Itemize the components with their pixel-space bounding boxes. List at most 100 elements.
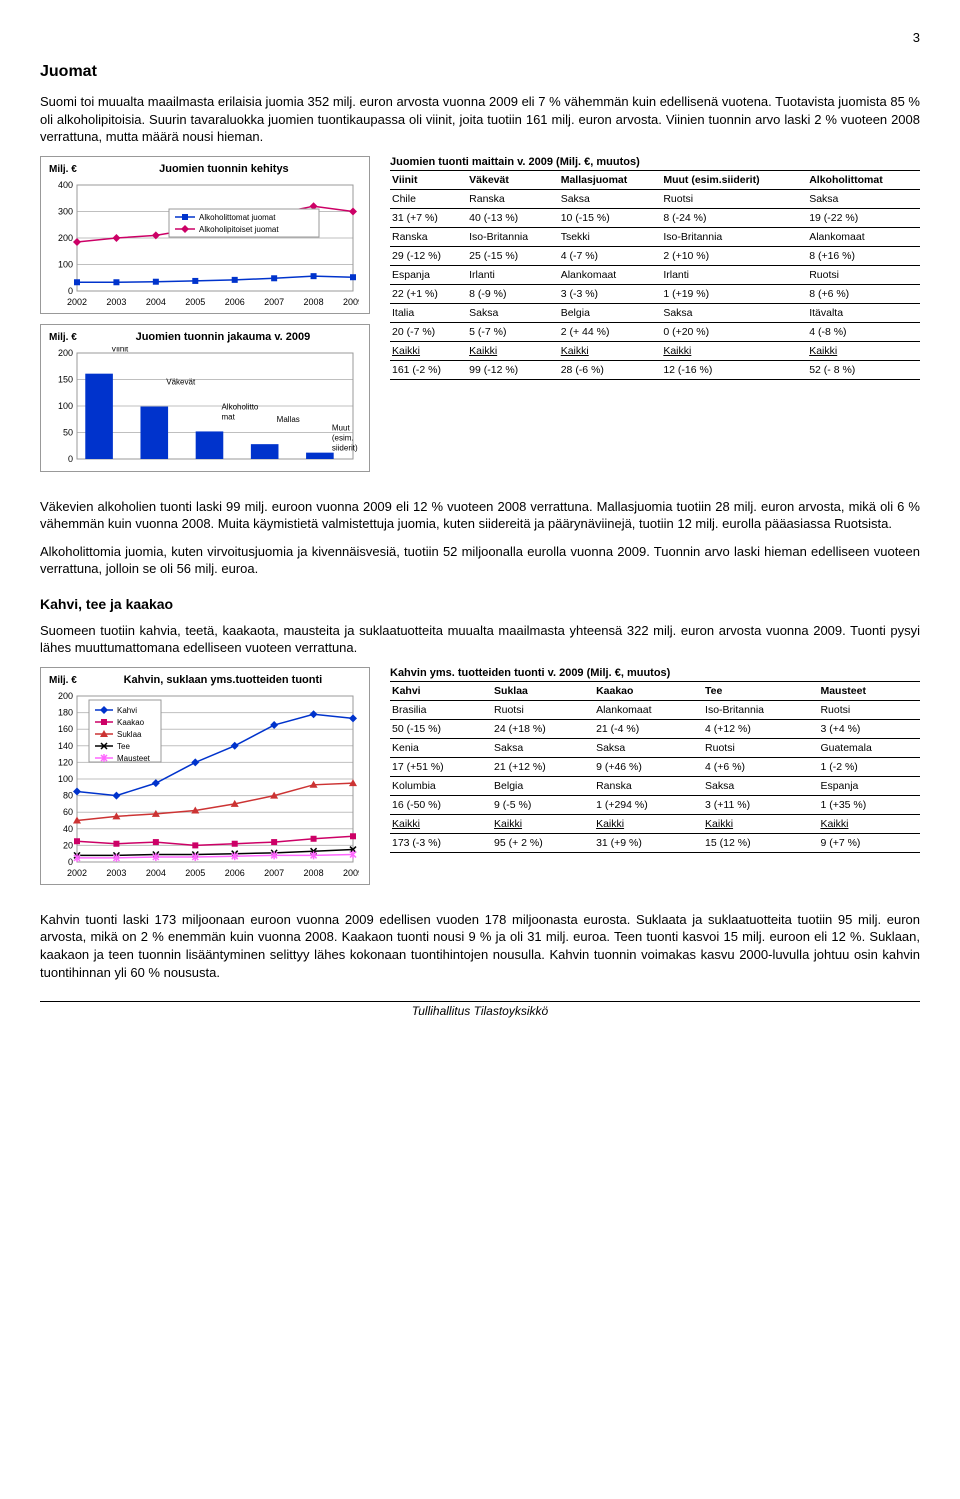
table-cell: Saksa [703, 776, 818, 795]
table-cell: 4 (+6 %) [703, 757, 818, 776]
section1-p2: Väkevien alkoholien tuonti laski 99 milj… [40, 498, 920, 533]
svg-text:2005: 2005 [185, 297, 205, 307]
svg-text:200: 200 [58, 233, 73, 243]
table-cell: 0 (+20 %) [661, 322, 807, 341]
svg-text:20: 20 [63, 840, 73, 850]
svg-text:2008: 2008 [304, 868, 324, 878]
svg-text:200: 200 [58, 691, 73, 701]
table-cell: 9 (+46 %) [594, 757, 703, 776]
chart-juomien-kehitys: Milj. € Juomien tuonnin kehitys 01002003… [40, 156, 370, 314]
table-cell: 15 (12 %) [703, 833, 818, 852]
table-cell: Italia [390, 303, 467, 322]
section1-heading: Juomat [40, 63, 920, 81]
table-cell: 25 (-15 %) [467, 246, 559, 265]
table-cell: Alankomaat [594, 700, 703, 719]
table-cell: 2 (+10 %) [661, 246, 807, 265]
section2-p1: Suomeen tuotiin kahvia, teetä, kaakaota,… [40, 622, 920, 657]
table-cell: Kaikki [818, 814, 920, 833]
table-header: Kahvi [390, 681, 492, 700]
table-header: Kaakao [594, 681, 703, 700]
table-cell: 24 (+18 %) [492, 719, 594, 738]
table-cell: Ruotsi [661, 189, 807, 208]
svg-text:2008: 2008 [304, 297, 324, 307]
chart2-title: Juomien tuonnin jakauma v. 2009 [85, 331, 361, 343]
table-cell: Guatemala [818, 738, 920, 757]
table-cell: Alankomaat [807, 227, 920, 246]
svg-text:300: 300 [58, 206, 73, 216]
table-cell: 4 (-8 %) [807, 322, 920, 341]
table-cell: 16 (-50 %) [390, 795, 492, 814]
table-header: Viinit [390, 170, 467, 189]
chart-juomien-jakauma: Milj. € Juomien tuonnin jakauma v. 2009 … [40, 324, 370, 472]
svg-text:2004: 2004 [146, 868, 166, 878]
svg-text:180: 180 [58, 708, 73, 718]
table-cell: 9 (-5 %) [492, 795, 594, 814]
table-cell: Ruotsi [807, 265, 920, 284]
table-cell: 21 (+12 %) [492, 757, 594, 776]
table-cell: 1 (+19 %) [661, 284, 807, 303]
table-cell: Ruotsi [703, 738, 818, 757]
chart3-ylabel: Milj. € [49, 675, 77, 686]
table-cell: Ranska [390, 227, 467, 246]
svg-text:Kahvi: Kahvi [117, 706, 137, 715]
table-cell: 12 (-16 %) [661, 360, 807, 379]
svg-text:2003: 2003 [106, 297, 126, 307]
svg-text:100: 100 [58, 259, 73, 269]
svg-text:0: 0 [68, 286, 73, 296]
table-cell: Iso-Britannia [661, 227, 807, 246]
table-cell: 31 (+9 %) [594, 833, 703, 852]
table-cell: 3 (+4 %) [818, 719, 920, 738]
table-cell: Ranska [467, 189, 559, 208]
table-cell: 95 (+ 2 %) [492, 833, 594, 852]
svg-text:2002: 2002 [67, 868, 87, 878]
table-juomat: ViinitVäkevätMallasjuomatMuut (esim.siid… [390, 170, 920, 380]
table-header: Mausteet [818, 681, 920, 700]
svg-text:140: 140 [58, 741, 73, 751]
svg-text:2004: 2004 [146, 297, 166, 307]
svg-text:200: 200 [58, 348, 73, 358]
svg-text:0: 0 [68, 454, 73, 464]
svg-text:100: 100 [58, 774, 73, 784]
svg-text:Mausteet: Mausteet [117, 754, 151, 763]
table-cell: Irlanti [661, 265, 807, 284]
table2-title: Kahvin yms. tuotteiden tuonti v. 2009 (M… [390, 667, 920, 679]
table-cell: Kaikki [807, 341, 920, 360]
svg-text:60: 60 [63, 807, 73, 817]
svg-text:120: 120 [58, 757, 73, 767]
svg-text:Viinit: Viinit [111, 347, 129, 354]
table-cell: Espanja [818, 776, 920, 795]
table-cell: 2 (+ 44 %) [559, 322, 662, 341]
table-cell: 9 (+7 %) [818, 833, 920, 852]
table-cell: 20 (-7 %) [390, 322, 467, 341]
table-cell: 173 (-3 %) [390, 833, 492, 852]
table-cell: 17 (+51 %) [390, 757, 492, 776]
table-cell: Irlanti [467, 265, 559, 284]
svg-text:Alkoholitto: Alkoholitto [221, 402, 258, 411]
svg-text:Alkoholipitoiset juomat: Alkoholipitoiset juomat [199, 225, 279, 234]
chart3-title: Kahvin, suklaan yms.tuotteiden tuonti [85, 674, 361, 686]
table-cell: Saksa [661, 303, 807, 322]
svg-text:50: 50 [63, 427, 73, 437]
table-header: Tee [703, 681, 818, 700]
svg-text:Tee: Tee [117, 742, 130, 751]
table-cell: 28 (-6 %) [559, 360, 662, 379]
table-cell: 52 (- 8 %) [807, 360, 920, 379]
table-cell: 50 (-15 %) [390, 719, 492, 738]
table-cell: 8 (+16 %) [807, 246, 920, 265]
svg-text:Alkoholittomat juomat: Alkoholittomat juomat [199, 213, 276, 222]
svg-text:2009: 2009 [343, 297, 359, 307]
table-cell: Kaikki [703, 814, 818, 833]
svg-text:(esim.: (esim. [332, 433, 354, 442]
chart2-ylabel: Milj. € [49, 332, 77, 343]
table-cell: 31 (+7 %) [390, 208, 467, 227]
table-cell: 1 (+294 %) [594, 795, 703, 814]
table-cell: Saksa [467, 303, 559, 322]
footer: Tullihallitus Tilastoyksikkö [40, 1001, 920, 1018]
table-cell: Kaikki [390, 341, 467, 360]
table-cell: 21 (-4 %) [594, 719, 703, 738]
table-cell: Saksa [559, 189, 662, 208]
svg-text:siiderit): siiderit) [332, 443, 358, 452]
table-cell: 8 (+6 %) [807, 284, 920, 303]
table-header: Mallasjuomat [559, 170, 662, 189]
svg-text:150: 150 [58, 374, 73, 384]
